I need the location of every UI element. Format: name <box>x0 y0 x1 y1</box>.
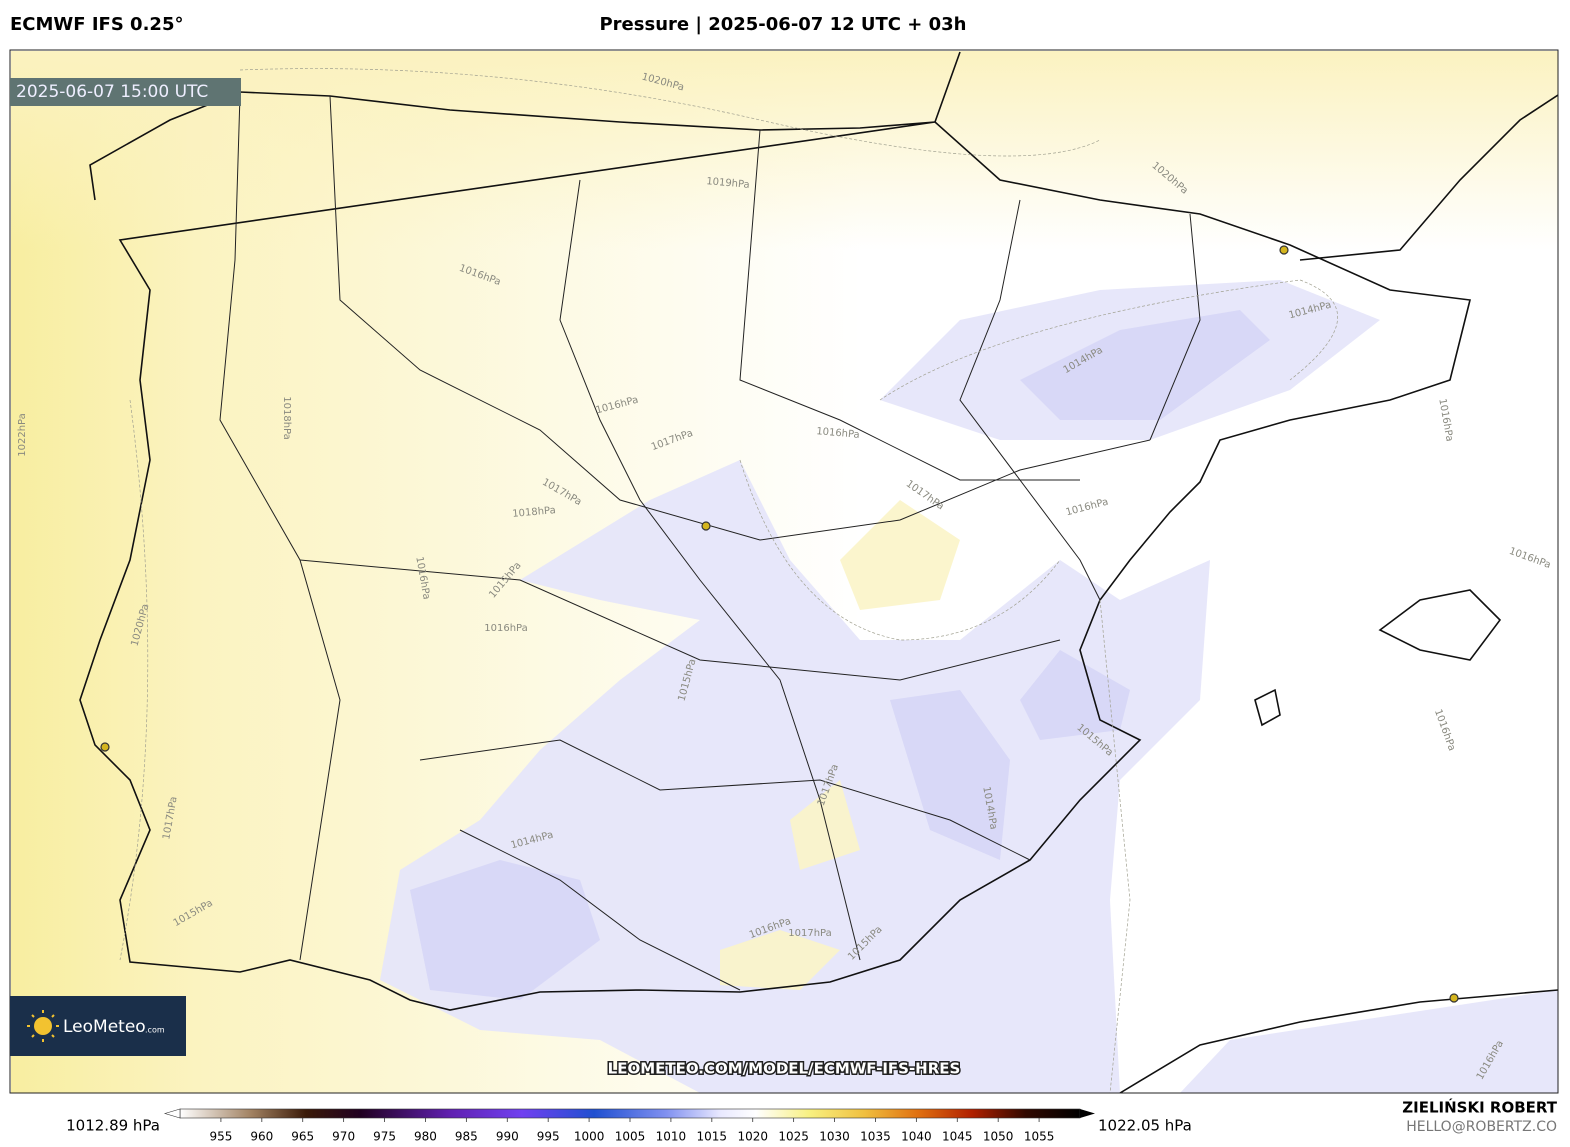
colorbar-tick-label: 1020 <box>737 1130 768 1144</box>
logo-rays <box>27 1010 59 1042</box>
colorbar-tick-label: 995 <box>537 1130 560 1144</box>
max-label: 1022.05 hPa <box>1098 1117 1192 1135</box>
colorbar-tick-label: 1050 <box>983 1130 1014 1144</box>
colorbar-gradient <box>179 1108 1081 1119</box>
high-pressure-areas <box>720 500 960 990</box>
model-name: ECMWF IFS 0.25° <box>10 14 183 35</box>
title: Pressure | 2025-06-07 12 UTC + 03h <box>599 14 966 35</box>
isobar-label: 1018hPa <box>281 396 292 440</box>
africa-coast <box>1119 989 1558 1093</box>
logo-text: LeoMeteo <box>63 1017 146 1037</box>
min-label: 1012.89 hPa <box>66 1117 160 1135</box>
isobar-label: 1019hPa <box>706 176 750 191</box>
logo-suffix: .com <box>145 1026 165 1035</box>
colorbar-tick-label: 975 <box>373 1130 396 1144</box>
isobar-label: 1018hPa <box>512 505 556 520</box>
colorbar-tick-label: 965 <box>291 1130 314 1144</box>
regional-borders <box>219 94 1201 991</box>
colorbar-tick-label: 1030 <box>819 1130 850 1144</box>
colorbar-tick-label: 1010 <box>656 1130 687 1144</box>
colorbar-tick-label: 985 <box>455 1130 478 1144</box>
mallorca <box>1378 589 1502 661</box>
lower-pressure-areas <box>410 310 1270 1000</box>
colorbar-tick-label: 1025 <box>778 1130 809 1144</box>
colorbar-tick-label: 970 <box>332 1130 355 1144</box>
colorbar: 955 960 965 970 975 980 985 990 995 1000 1005 1010 1… <box>163 1108 1095 1144</box>
source-url: LEOMETEO.COM/MODEL/ECMWF-IFS-HRES <box>608 1060 961 1078</box>
colorbar-tick-label: 1045 <box>942 1130 973 1144</box>
colorbar-tick-label: 990 <box>496 1130 519 1144</box>
isobar-label: 1016hPa <box>816 426 860 441</box>
valid-time: 2025-06-07 15:00 UTC <box>16 82 208 102</box>
isobar-label: 1022hPa <box>17 413 28 457</box>
ibiza <box>1254 688 1281 727</box>
city-markers <box>100 245 1459 1003</box>
colorbar-tick-label: 1055 <box>1024 1130 1055 1144</box>
colorbar-extend-high <box>1080 1109 1095 1118</box>
logo: LeoMeteo .com <box>10 996 186 1056</box>
time-box <box>10 78 241 106</box>
isobars <box>119 68 1338 1093</box>
logo-sun <box>34 1017 52 1035</box>
email: HELLO@ROBERTZ.CO <box>1406 1119 1557 1135</box>
isobar-label: 1017hPa <box>788 928 832 939</box>
author: ZIELIŃSKI ROBERT <box>1402 1098 1557 1117</box>
colorbar-tick-label: 1035 <box>860 1130 891 1144</box>
colorbar-tick-label: 960 <box>250 1130 273 1144</box>
colorbar-tick-label: 955 <box>209 1130 232 1144</box>
north-tint <box>11 51 1558 250</box>
colorbar-tick-label: 1040 <box>901 1130 932 1144</box>
french-coast <box>1299 94 1558 261</box>
colorbar-tick-label: 1000 <box>574 1130 605 1144</box>
colorbar-tick-label: 1005 <box>615 1130 646 1144</box>
iberia-coast <box>79 51 1471 1011</box>
colorbar-tick-label: 1015 <box>697 1130 728 1144</box>
isobar-label: 1016hPa <box>484 623 528 634</box>
map-frame <box>9 49 1559 1094</box>
colorbar-extend-low <box>163 1108 181 1119</box>
colorbar-tick-label: 980 <box>414 1130 437 1144</box>
